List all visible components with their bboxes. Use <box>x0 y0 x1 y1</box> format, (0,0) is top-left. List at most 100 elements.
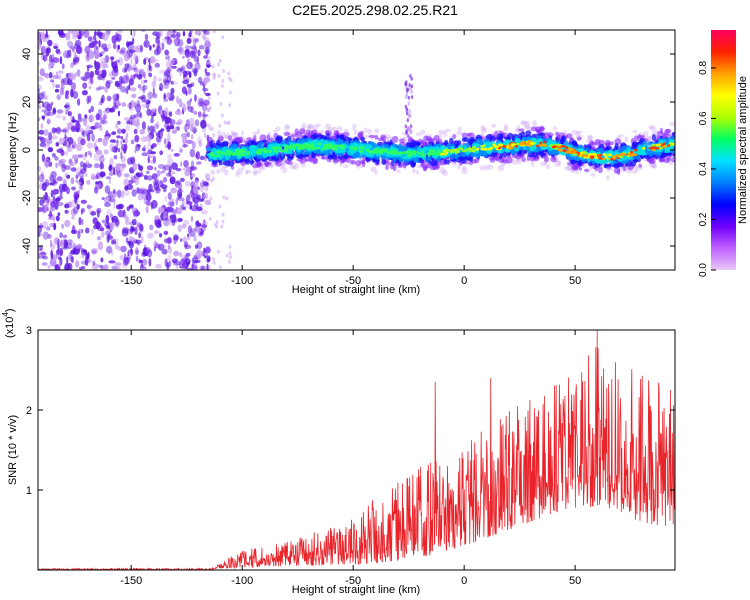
spectrogram-speck <box>216 62 220 67</box>
spectrogram-noise-blob <box>70 229 78 235</box>
spectrogram-noise-blob <box>206 134 210 142</box>
spectrogram-noise-blob <box>178 46 184 55</box>
spectrogram-noise-blob <box>116 33 122 42</box>
spectrogram-noise-blob <box>177 119 183 125</box>
spectrogram-noise-blob <box>145 134 152 143</box>
spectrogram-noise-blob <box>46 103 53 112</box>
spectrogram-noise-blob <box>44 73 50 79</box>
spectrogram-noise-blob <box>185 252 190 260</box>
spectrogram-noise-blob <box>151 143 157 148</box>
spectrogram-noise-blob <box>52 215 56 223</box>
spectrogram-noise-blob <box>79 176 84 180</box>
spectrogram-core-blob <box>354 146 358 150</box>
spectrogram-noise-blob <box>38 232 41 238</box>
spectrogram-noise-blob <box>189 166 197 171</box>
spectrogram-core-blob <box>552 145 557 149</box>
spectrogram-noise-blob <box>156 43 159 53</box>
spectrogram-noise-blob <box>134 226 138 236</box>
spectrogram-noise-blob <box>79 161 84 168</box>
spectrogram-noise-blob <box>56 74 62 80</box>
spectrogram-core-blob <box>366 149 371 153</box>
spectrogram-noise-blob <box>90 211 97 216</box>
spectrogram-noise-blob <box>70 254 73 263</box>
spectrogram-noise-blob <box>66 256 69 265</box>
spectrogram-noise-blob <box>46 118 51 125</box>
spectrogram-noise-blob <box>118 57 124 66</box>
spectrogram-noise-blob <box>167 154 172 159</box>
spectrogram-signal-blob <box>514 127 521 134</box>
spectrogram-noise-blob <box>171 171 176 175</box>
spectrogram-signal-blob <box>571 156 576 160</box>
spectrogram-noise-blob <box>135 246 139 256</box>
spectrogram-noise-blob <box>71 119 78 123</box>
spectrogram-signal-blob <box>368 134 376 138</box>
spectrogram-noise-blob <box>114 219 120 226</box>
spectrogram-noise-blob <box>156 186 161 194</box>
spectrogram-core-blob <box>614 154 620 158</box>
spectrogram-signal-blob <box>383 133 390 139</box>
spectrogram-noise-blob <box>38 76 44 82</box>
spectrogram-noise-blob <box>101 231 105 238</box>
spectrogram-noise-blob <box>190 45 197 50</box>
spectrogram-noise-blob <box>58 183 65 193</box>
spectrogram-noise-blob <box>67 72 75 80</box>
spectrogram-core-blob <box>598 157 603 160</box>
spectrogram-core-blob <box>591 152 597 156</box>
spectrogram-noise-blob <box>49 205 56 212</box>
spectrogram-noise-blob <box>147 125 150 133</box>
spectrogram-noise-blob <box>51 152 56 158</box>
spectrogram-noise-blob <box>177 197 185 202</box>
spectrogram-noise-blob <box>195 154 199 158</box>
spectrogram-core-blob <box>584 154 589 158</box>
spectrogram-noise-blob <box>45 137 49 145</box>
spectrogram-signal-blob <box>634 167 639 172</box>
spectrogram-noise-blob <box>113 155 118 160</box>
spectrogram-noise-blob <box>86 132 91 142</box>
spectrogram-noise-blob <box>205 123 212 128</box>
spectrogram-x-label: Height of straight line (km) <box>292 284 420 296</box>
spectrogram-signal-blob <box>586 134 593 140</box>
spectrogram-noise-blob <box>195 194 201 200</box>
spectrogram-noise-blob <box>42 220 48 230</box>
spectrogram-noise-blob <box>144 79 148 84</box>
spectrogram-core-blob <box>667 144 671 147</box>
spectrogram-noise-blob <box>160 184 168 190</box>
spectrogram-noise-blob <box>38 246 43 252</box>
spectrogram-noise-blob <box>46 196 51 204</box>
spectrogram-noise-blob <box>84 257 89 266</box>
spectrogram-signal-blob <box>648 125 655 130</box>
spectrogram-signal-blob <box>220 166 227 173</box>
spectrogram-noise-blob <box>197 232 204 237</box>
spectrogram-noise-blob <box>62 115 66 121</box>
spectrogram-signal-blob <box>218 161 223 166</box>
spectrogram-signal-blob <box>340 134 345 141</box>
spectrogram-signal-blob <box>597 166 603 174</box>
spectrogram-noise-blob <box>149 56 156 64</box>
spectrogram-noise-blob <box>62 63 65 70</box>
spectrogram-noise-blob <box>166 36 172 46</box>
spectrogram-noise-blob <box>75 174 79 179</box>
spectrogram-noise-blob <box>48 175 54 182</box>
spectrogram-noise-blob <box>147 144 150 150</box>
spectrogram-core-blob <box>426 152 432 156</box>
spectrogram-signal-blob <box>584 168 590 173</box>
spectrogram-signal-blob <box>381 159 387 165</box>
spectrogram-noise-blob <box>94 50 100 59</box>
spectrogram-signal-blob <box>252 171 257 175</box>
spectrogram-speck <box>208 201 212 206</box>
spectrogram-streak <box>405 80 408 85</box>
spectrogram-noise-blob <box>48 61 55 68</box>
spectrogram-noise-blob <box>199 231 202 236</box>
spectrogram-noise-blob <box>76 167 81 171</box>
spectrogram-noise-blob <box>184 244 192 250</box>
spectrogram-core-blob <box>519 142 524 146</box>
spectrogram-noise-blob <box>161 114 165 122</box>
spectrogram-signal-blob <box>363 134 370 139</box>
spectrogram-signal-blob <box>550 156 557 163</box>
spectrogram-noise-blob <box>40 45 47 55</box>
spectrogram-noise-blob <box>185 90 188 96</box>
spectrogram-noise-blob <box>170 187 178 194</box>
spectrogram-noise-blob <box>162 37 169 42</box>
spectrogram-signal-blob <box>670 157 675 163</box>
spectrogram-noise-blob <box>177 193 180 201</box>
